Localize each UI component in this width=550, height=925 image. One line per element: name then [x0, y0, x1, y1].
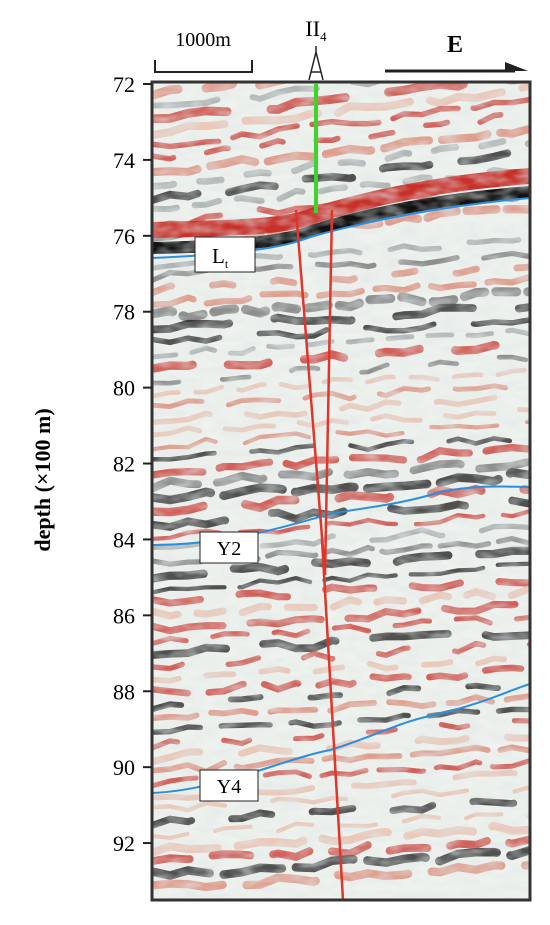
tick-label: 82	[113, 452, 135, 477]
direction-label: E	[447, 32, 463, 58]
fault	[320, 539, 345, 900]
tick-label: 88	[113, 679, 135, 704]
horizon-label: Y4	[217, 776, 241, 798]
tick-label: 72	[113, 72, 135, 97]
label-box	[199, 531, 259, 564]
horizon-label-main: L	[212, 244, 225, 268]
axis-title: depth (×100 m)	[30, 408, 55, 551]
scale-label: 1000m	[175, 29, 231, 51]
tick-label: 86	[113, 603, 135, 628]
well-label-main: II	[305, 16, 320, 41]
depth-axis: 72 74 76 78 80 82 84 86 88 90 92	[113, 72, 152, 856]
tick-label: 76	[113, 224, 135, 249]
label-box	[199, 769, 259, 802]
arrow-head	[505, 62, 528, 71]
well-label: II4	[305, 16, 327, 44]
horizon-label-sub: t	[225, 257, 229, 271]
tick-label: 92	[113, 831, 135, 856]
tick-label: 80	[113, 376, 135, 401]
tick-label: 78	[113, 300, 135, 325]
horizon-label: Y2	[217, 538, 241, 560]
seismic-section	[152, 82, 530, 900]
tick-label: 84	[113, 527, 135, 552]
label-box	[194, 236, 256, 273]
horizon-label: Lt	[212, 244, 229, 271]
well-symbol	[308, 46, 324, 81]
panel-frame	[150, 80, 532, 902]
tick-label: 90	[113, 755, 135, 780]
scale-bar	[154, 60, 253, 73]
well-label-sub: 4	[320, 29, 327, 44]
tick-label: 74	[113, 148, 135, 173]
